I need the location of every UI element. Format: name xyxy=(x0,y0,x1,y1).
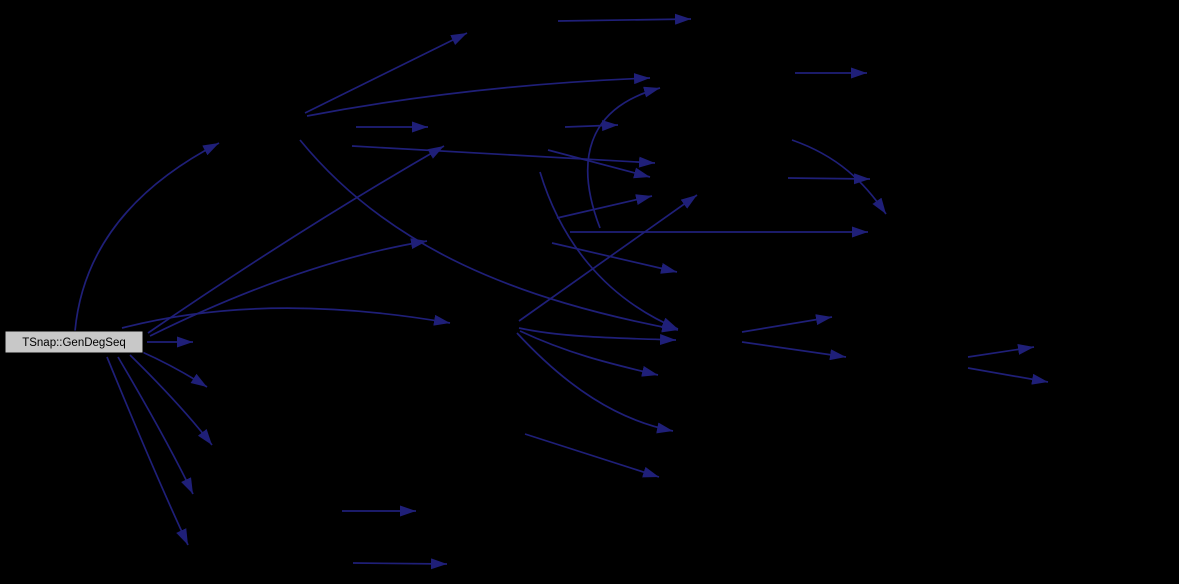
edges-layer xyxy=(74,13,1049,570)
call-edge xyxy=(139,350,208,388)
call-edge xyxy=(539,171,679,330)
call-edge xyxy=(791,139,887,215)
call-edge xyxy=(741,341,847,361)
call-edge xyxy=(967,343,1035,358)
root-node-label: TSnap::GenDegSeq xyxy=(22,337,126,349)
call-edge xyxy=(586,86,661,229)
call-edge xyxy=(351,145,656,168)
call-edge xyxy=(518,194,698,322)
call-edge xyxy=(787,173,871,185)
call-edge xyxy=(147,145,445,334)
call-edge xyxy=(556,194,653,219)
call-edge xyxy=(547,149,651,179)
root-node-box[interactable] xyxy=(4,330,144,354)
call-edge xyxy=(149,238,428,337)
call-edge xyxy=(557,13,692,25)
call-edge xyxy=(519,330,659,377)
call-edge xyxy=(352,558,448,570)
call-edge xyxy=(121,307,451,329)
call-edge xyxy=(299,139,679,333)
call-edge xyxy=(117,356,194,495)
call-edge xyxy=(524,433,660,478)
call-edge xyxy=(967,367,1049,385)
call-edge xyxy=(106,356,189,546)
call-edge xyxy=(551,242,678,274)
call-edge xyxy=(306,73,651,117)
call-edge xyxy=(741,314,833,333)
call-edge xyxy=(304,32,468,114)
root-node-tsnap-gendegseq[interactable]: TSnap::GenDegSeq xyxy=(4,330,144,354)
call-edge xyxy=(518,327,677,345)
call-edge xyxy=(564,120,619,132)
call-edge xyxy=(129,354,213,446)
call-edge xyxy=(516,332,674,434)
call-edge xyxy=(74,142,220,332)
